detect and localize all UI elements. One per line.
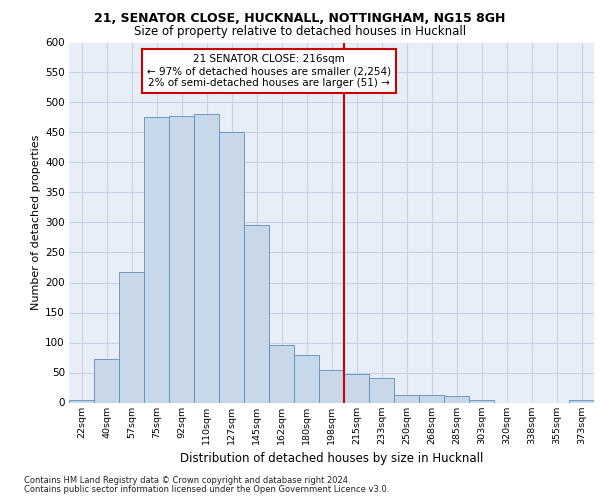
Bar: [269, 345, 294, 403]
Bar: [344, 374, 369, 402]
Bar: [569, 400, 594, 402]
Text: 21 SENATOR CLOSE: 216sqm
← 97% of detached houses are smaller (2,254)
2% of semi: 21 SENATOR CLOSE: 216sqm ← 97% of detach…: [147, 54, 391, 88]
Text: 21, SENATOR CLOSE, HUCKNALL, NOTTINGHAM, NG15 8GH: 21, SENATOR CLOSE, HUCKNALL, NOTTINGHAM,…: [94, 12, 506, 26]
Bar: [294, 354, 319, 403]
Bar: [469, 400, 494, 402]
Bar: [169, 116, 194, 403]
Bar: [369, 378, 394, 402]
Bar: [144, 118, 169, 403]
Bar: [69, 400, 94, 402]
Bar: [319, 370, 344, 402]
Bar: [194, 114, 219, 403]
Bar: [444, 396, 469, 402]
Bar: [419, 396, 444, 402]
X-axis label: Distribution of detached houses by size in Hucknall: Distribution of detached houses by size …: [180, 452, 483, 465]
Text: Contains public sector information licensed under the Open Government Licence v3: Contains public sector information licen…: [24, 484, 389, 494]
Y-axis label: Number of detached properties: Number of detached properties: [31, 135, 41, 310]
Bar: [244, 226, 269, 402]
Bar: [94, 360, 119, 403]
Bar: [219, 132, 244, 402]
Text: Size of property relative to detached houses in Hucknall: Size of property relative to detached ho…: [134, 25, 466, 38]
Bar: [394, 396, 419, 402]
Bar: [119, 272, 144, 402]
Text: Contains HM Land Registry data © Crown copyright and database right 2024.: Contains HM Land Registry data © Crown c…: [24, 476, 350, 485]
